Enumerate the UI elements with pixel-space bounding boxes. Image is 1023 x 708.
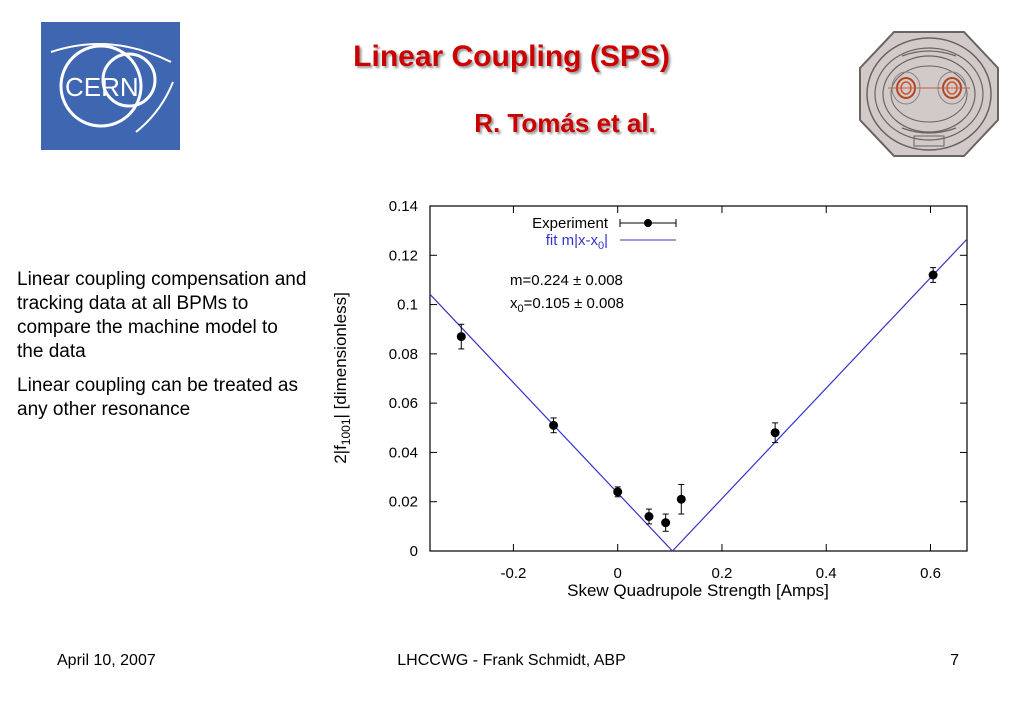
x-tick-label: 0.6 <box>920 565 941 582</box>
annotation-x0: x0=0.105 ± 0.008 <box>510 295 624 315</box>
y-axis-label: 2|f1001| [dimensionless] <box>331 292 353 464</box>
y-tick-label: 0.02 <box>389 494 418 511</box>
footer-page-number: 7 <box>950 652 959 669</box>
y-tick-label: 0.14 <box>389 198 418 215</box>
y-tick-label: 0 <box>410 543 418 560</box>
data-point <box>928 270 938 280</box>
legend-fit-text: fit m|x-x <box>546 232 599 249</box>
legend-experiment-label: Experiment <box>532 215 609 232</box>
annotation-slope: m=0.224 ± 0.008 <box>510 272 623 289</box>
description-paragraph-1: Linear coupling compensation and trackin… <box>17 269 307 362</box>
footer-date: April 10, 2007 <box>57 652 156 669</box>
y-axis-label-subscript: 1001 <box>339 418 353 445</box>
x-axis-label: Skew Quadrupole Strength [Amps] <box>567 581 829 600</box>
annotation-x0-value: =0.105 ± 0.008 <box>524 295 624 312</box>
y-axis-label-prefix: 2|f <box>331 445 350 464</box>
y-tick-label: 0.08 <box>389 346 418 363</box>
description-paragraph-2: Linear coupling can be treated as any ot… <box>17 375 298 420</box>
data-point <box>613 487 623 497</box>
y-tick-label: 0.12 <box>389 247 418 264</box>
x-tick-label: -0.2 <box>500 565 526 582</box>
description-text: Linear coupling compensation and trackin… <box>17 268 307 432</box>
logo-text: CERN <box>65 72 139 102</box>
slide-authors: R. Tomás et al. <box>474 108 656 138</box>
cern-logo: CERN <box>41 22 180 150</box>
data-point <box>676 494 686 504</box>
data-point <box>456 332 466 342</box>
legend-fit-label: fit m|x-x0| <box>546 232 608 252</box>
y-axis-ticks: 0 0.02 0.04 0.06 0.08 0.1 0.12 0.14 <box>389 198 967 560</box>
slide-title: Linear Coupling (SPS) <box>353 40 670 73</box>
y-tick-label: 0.04 <box>389 444 418 461</box>
data-point <box>661 518 671 528</box>
y-axis-label-suffix: | [dimensionless] <box>331 292 350 418</box>
data-points-group <box>456 267 938 532</box>
x-tick-label: 0.4 <box>816 565 837 582</box>
x-tick-label: 0.2 <box>712 565 733 582</box>
x-tick-label: 0 <box>614 565 622 582</box>
plot-frame <box>429 205 968 552</box>
coupling-chart: 0 0.02 0.04 0.06 0.08 0.1 0.12 0.14 -0.2 0 0.2 0.4… <box>320 190 980 610</box>
fit-line <box>429 238 968 552</box>
y-tick-label: 0.06 <box>389 395 418 412</box>
data-point <box>770 428 780 438</box>
data-point <box>644 512 654 521</box>
fit-line-group <box>429 238 968 552</box>
legend-experiment-marker <box>644 219 652 227</box>
annotation-x0-text: x <box>510 295 518 312</box>
magnet-cross-section-image <box>858 28 1000 160</box>
legend-fit-subscript: 0 <box>598 240 604 252</box>
annotation-x0-subscript: 0 <box>518 303 524 315</box>
footer-presenter: LHCCWG - Frank Schmidt, ABP <box>397 652 626 669</box>
chart-svg: 0 0.02 0.04 0.06 0.08 0.1 0.12 0.14 -0.2 0 0.2 0.4… <box>331 198 968 600</box>
legend-fit-close: | <box>604 232 608 249</box>
data-point <box>549 420 559 430</box>
y-tick-label: 0.1 <box>397 297 418 314</box>
x-axis-ticks: -0.2 0 0.2 0.4 0.6 <box>500 206 941 582</box>
